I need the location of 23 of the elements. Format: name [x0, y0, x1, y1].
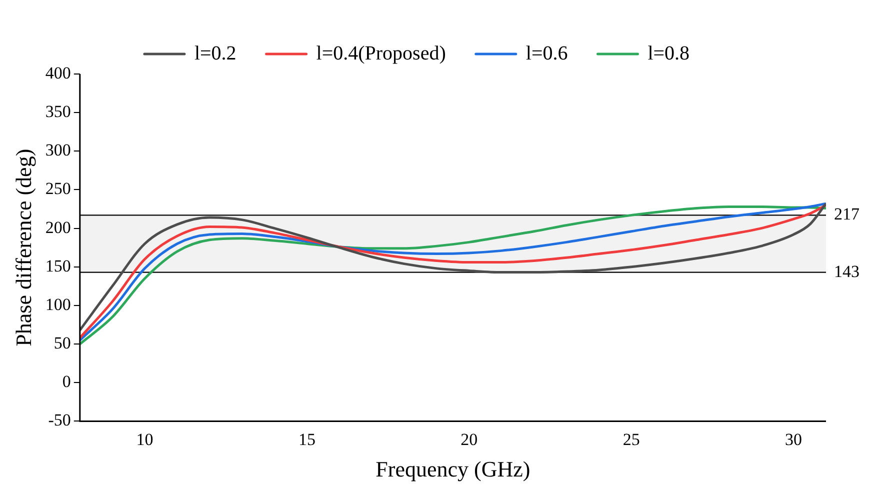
legend-label: l=0.8 — [648, 42, 690, 64]
y-tick-label: 100 — [45, 294, 71, 314]
y-tick-label: 250 — [45, 179, 71, 198]
y-tick-label: 50 — [54, 334, 71, 353]
x-tick-label: 15 — [298, 430, 316, 449]
legend-label: l=0.6 — [526, 42, 568, 64]
y-tick-label: 200 — [45, 218, 71, 237]
x-tick-label: 20 — [460, 430, 478, 449]
y-tick-label: 400 — [45, 63, 71, 82]
y-axis-title: Phase difference (deg) — [10, 148, 36, 346]
legend-label: l=0.2 — [194, 42, 236, 64]
x-tick-label: 10 — [136, 430, 154, 449]
x-tick-label: 30 — [785, 430, 802, 449]
y-tick-label: 150 — [45, 256, 71, 276]
y-tick-label: 300 — [45, 140, 71, 160]
x-axis-title: Frequency (GHz) — [376, 456, 530, 482]
y-tick-label: 0 — [62, 372, 71, 392]
x-tick-label: 25 — [622, 430, 640, 449]
legend-label: l=0.4(Proposed) — [316, 42, 446, 64]
ref-line-label: 217 — [834, 204, 860, 224]
y-tick-label: -50 — [48, 410, 71, 430]
y-tick-label: 350 — [45, 102, 71, 122]
ref-line-label: 143 — [834, 262, 860, 281]
